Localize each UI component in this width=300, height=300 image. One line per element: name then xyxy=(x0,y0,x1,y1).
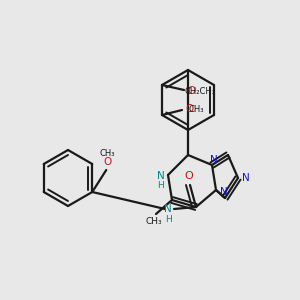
Text: H: H xyxy=(165,214,171,224)
Text: O: O xyxy=(185,104,193,114)
Text: H: H xyxy=(158,181,164,190)
Text: CH₃: CH₃ xyxy=(146,218,162,226)
Text: N: N xyxy=(157,171,165,181)
Text: N: N xyxy=(242,173,250,183)
Text: O: O xyxy=(184,171,194,181)
Text: N: N xyxy=(164,204,172,214)
Text: O: O xyxy=(187,86,195,96)
Text: N: N xyxy=(210,155,218,165)
Text: CH₂CH₃: CH₂CH₃ xyxy=(184,86,215,95)
Text: N: N xyxy=(220,187,228,197)
Text: CH₃: CH₃ xyxy=(100,149,115,158)
Text: O: O xyxy=(103,157,111,167)
Text: CH₃: CH₃ xyxy=(188,104,204,113)
